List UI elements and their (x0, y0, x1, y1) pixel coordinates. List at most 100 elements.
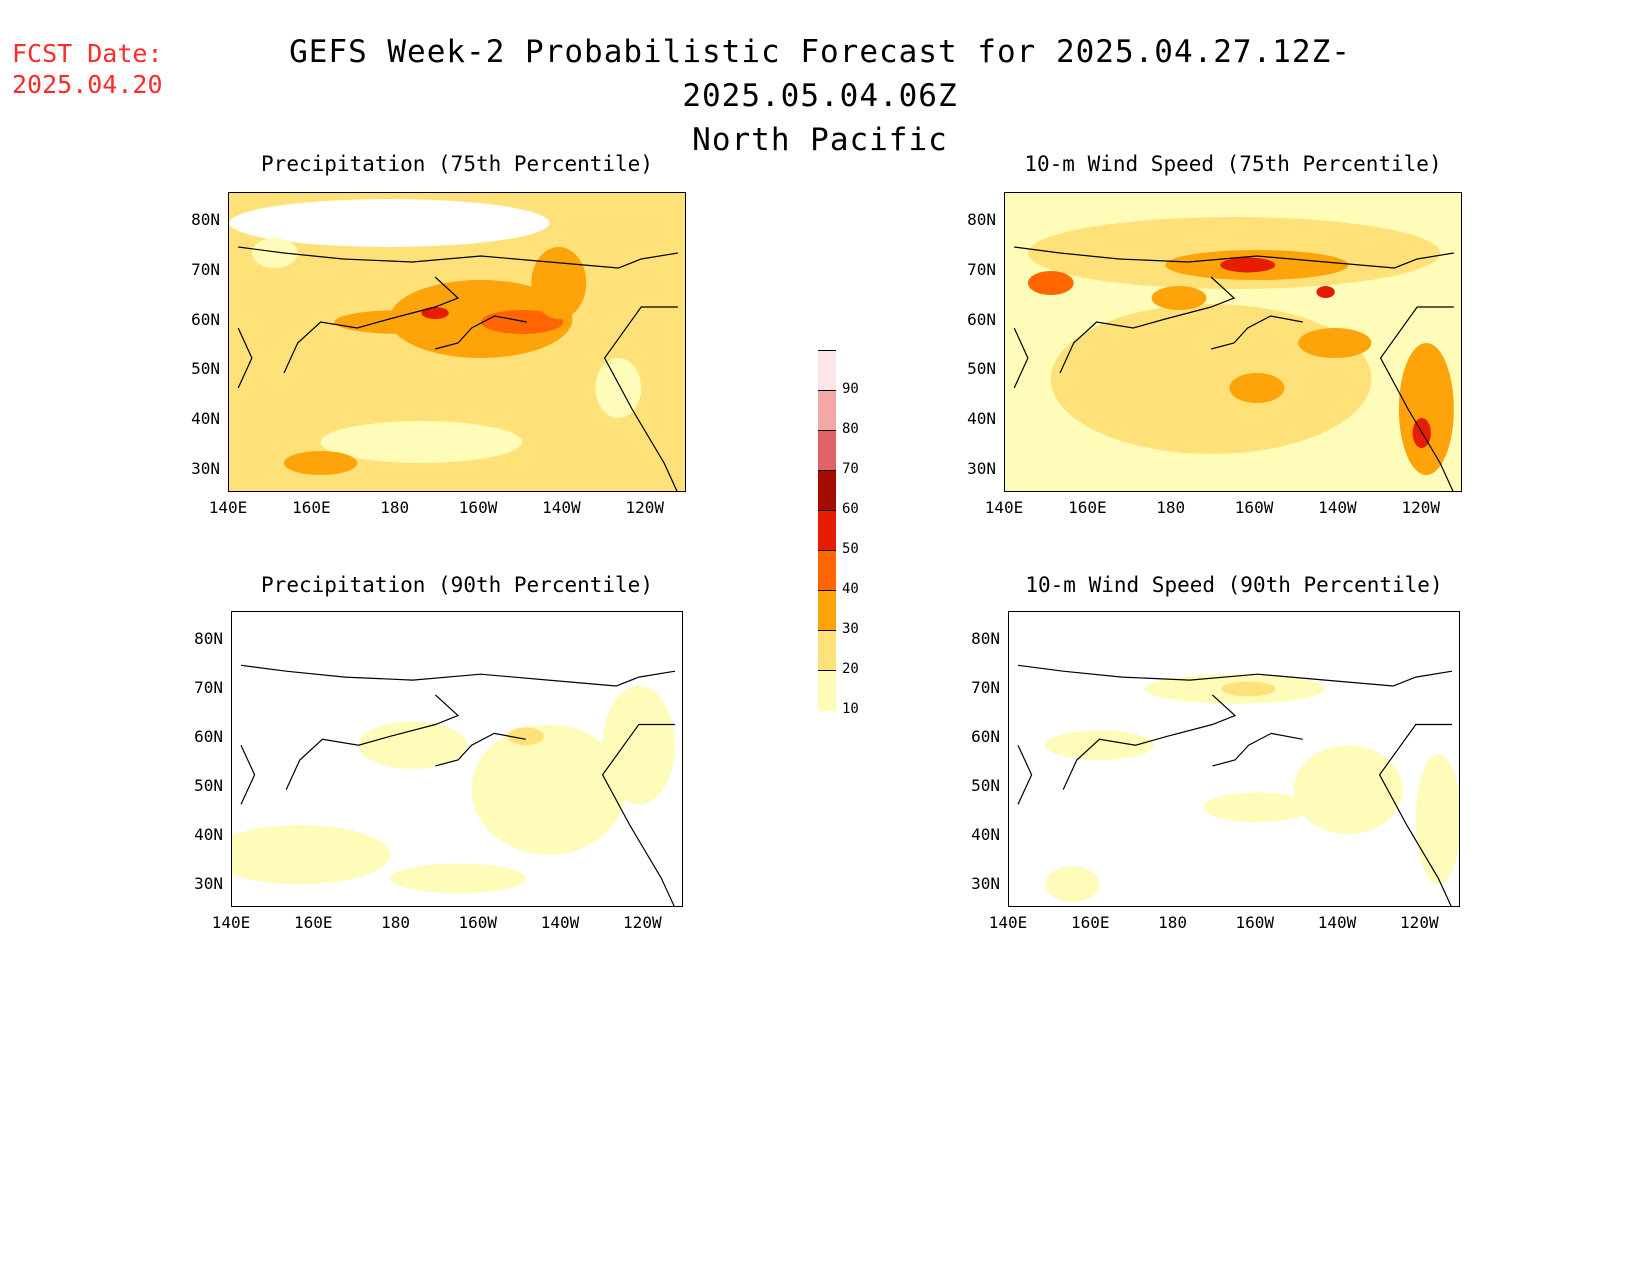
colorbar-segment (818, 510, 836, 551)
lon-tick-label: 140E (984, 498, 1024, 517)
colorbar-label: 20 (842, 661, 859, 677)
lat-tick-label: 50N (191, 359, 220, 379)
lat-tick-label: 70N (967, 259, 996, 279)
lon-tick-label: 160E (293, 913, 333, 932)
title-line-1: GEFS Week-2 Probabilistic Forecast for 2… (289, 34, 1351, 114)
colorbar-label: 70 (842, 461, 859, 477)
map-plot (228, 192, 686, 492)
probability-contour (1045, 730, 1154, 760)
lat-tick-label: 40N (194, 825, 223, 845)
coastline (237, 246, 678, 491)
probability-contour (1221, 681, 1276, 697)
colorbar-segment (818, 350, 836, 391)
title-line-2: North Pacific (692, 122, 948, 158)
lat-tick-label: 70N (194, 677, 223, 697)
probability-field (229, 193, 685, 491)
lon-tick-label: 120W (623, 913, 662, 932)
lat-tick-label: 80N (967, 210, 996, 229)
probability-contour (251, 238, 298, 268)
probability-contour (1045, 866, 1100, 903)
lon-tick-label: 160E (292, 498, 331, 517)
colorbar-segment (818, 670, 836, 711)
probability-contour (421, 307, 449, 319)
lat-tick-label: 70N (971, 677, 1000, 697)
probability-contour (1229, 373, 1285, 403)
lon-tick-label: 140W (1317, 913, 1357, 932)
probability-contour (602, 686, 675, 805)
panel-title: 10-m Wind Speed (75th Percentile) (1024, 152, 1442, 176)
probability-contour (531, 247, 587, 319)
lon-tick-label: 120W (1401, 498, 1441, 517)
lat-tick-label: 80N (191, 210, 220, 229)
colorbar-segment (818, 430, 836, 471)
lon-tick-label: 140E (208, 498, 248, 517)
lon-tick-label: 180 (1158, 913, 1187, 932)
lon-tick-label: 180 (381, 913, 410, 932)
lat-tick-label: 50N (971, 776, 1000, 796)
map-plot (1004, 192, 1462, 492)
lon-tick-label: 160W (1234, 498, 1274, 517)
coastline (240, 664, 676, 906)
panel-title: Precipitation (90th Percentile) (261, 573, 653, 597)
probability-contour (283, 451, 358, 475)
panel-title: 10-m Wind Speed (90th Percentile) (1025, 573, 1443, 597)
lon-tick-label: 140E (988, 913, 1028, 932)
lat-tick-label: 30N (967, 459, 996, 478)
lon-tick-label: 120W (1400, 913, 1439, 932)
probability-contour (390, 863, 526, 894)
colorbar-label: 10 (842, 701, 859, 717)
probability-contour (1203, 792, 1312, 823)
lon-tick-label: 140W (542, 498, 581, 517)
map-plot (231, 611, 683, 907)
lat-tick-label: 70N (191, 259, 220, 279)
probability-contour (471, 724, 626, 855)
probability-contour (1293, 745, 1403, 834)
probability-field (232, 612, 682, 906)
lat-tick-label: 60N (191, 309, 220, 329)
probability-contour (334, 310, 472, 334)
probability-contour (389, 280, 573, 358)
figure-title: GEFS Week-2 Probabilistic Forecast for 2… (160, 30, 1480, 162)
probability-contour (1220, 257, 1276, 273)
probability-field (1009, 612, 1459, 906)
lat-tick-label: 40N (971, 825, 1000, 845)
probability-contour (1050, 304, 1372, 454)
probability-contour (507, 727, 544, 746)
map-plot (1008, 611, 1460, 907)
lat-tick-label: 60N (971, 726, 1000, 746)
colorbar-segment (818, 470, 836, 511)
probability-contour (320, 421, 523, 463)
lat-tick-label: 30N (194, 874, 223, 894)
lat-tick-label: 50N (194, 776, 223, 796)
fcst-label: FCST Date: (12, 39, 163, 68)
colorbar-label: 80 (842, 421, 859, 437)
coastline (1017, 664, 1453, 906)
lat-tick-label: 30N (191, 459, 220, 478)
lon-tick-label: 160E (1068, 498, 1107, 517)
lat-tick-label: 60N (967, 309, 996, 329)
probability-contour (1298, 328, 1372, 358)
probability-contour (480, 310, 564, 334)
colorbar-label: 90 (842, 381, 859, 397)
probability-contour (229, 199, 550, 247)
lon-tick-label: 160W (1235, 913, 1275, 932)
lat-tick-label: 60N (194, 726, 223, 746)
forecast-date-label: FCST Date: 2025.04.20 (12, 38, 163, 100)
lat-tick-label: 50N (967, 359, 996, 379)
lon-tick-label: 140W (1318, 498, 1357, 517)
probability-contour (1398, 343, 1454, 475)
colorbar-segment (818, 590, 836, 631)
lon-tick-label: 120W (625, 498, 665, 517)
lat-tick-label: 30N (971, 874, 1000, 894)
colorbar-label: 40 (842, 581, 859, 597)
colorbar-label: 50 (842, 541, 859, 557)
lon-tick-label: 160W (458, 913, 498, 932)
probability-field (1005, 193, 1461, 491)
colorbar-label: 30 (842, 621, 859, 637)
coastline (1013, 246, 1454, 491)
lat-tick-label: 40N (191, 409, 220, 429)
lon-tick-label: 140W (540, 913, 580, 932)
probability-contour (1415, 754, 1459, 885)
probability-contour (1027, 271, 1074, 295)
panel-title: Precipitation (75th Percentile) (261, 152, 653, 176)
